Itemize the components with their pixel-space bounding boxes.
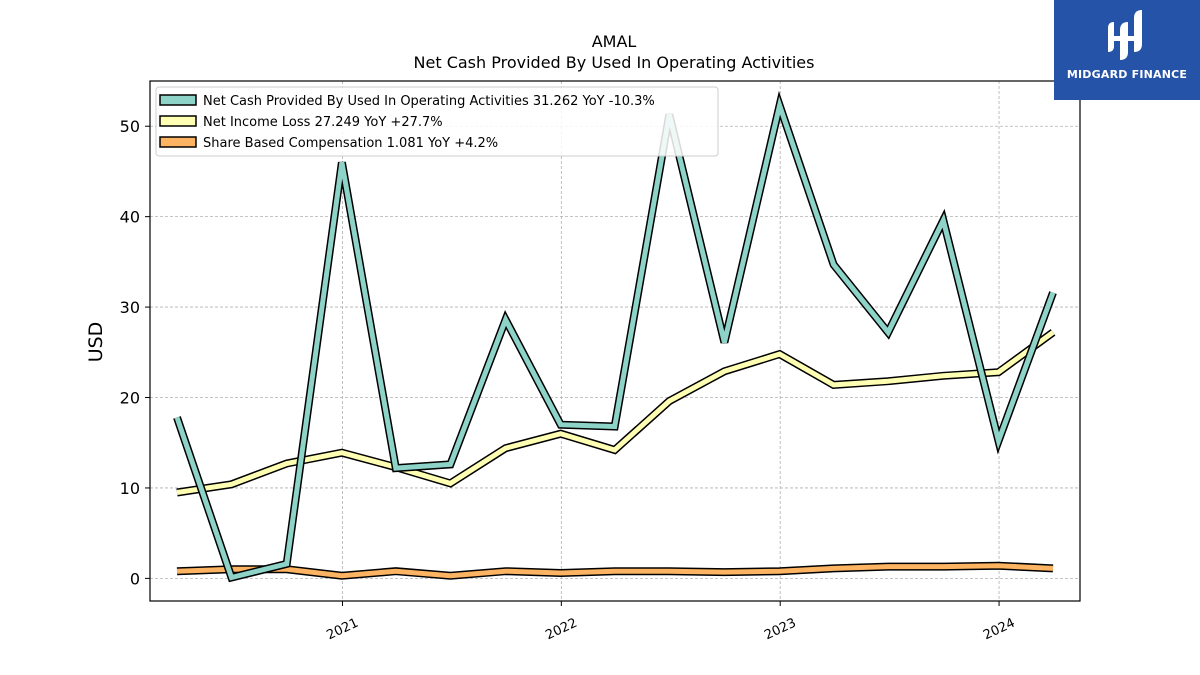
chart-title: AMAL — [592, 32, 637, 51]
logo-text: MIDGARD FINANCE — [1066, 68, 1188, 81]
y-tick-label: 40 — [120, 208, 140, 227]
y-axis-label: USD — [85, 322, 107, 363]
x-tick-label: 2022 — [543, 616, 579, 644]
y-tick-label: 30 — [120, 298, 140, 317]
chart-subtitle: Net Cash Provided By Used In Operating A… — [414, 53, 815, 72]
series-line — [174, 96, 1056, 581]
legend: Net Cash Provided By Used In Operating A… — [155, 86, 719, 157]
legend-label: Share Based Compensation 1.081 YoY +4.2% — [203, 136, 498, 151]
x-tick-label: 2021 — [325, 616, 361, 644]
y-tick-label: 0 — [130, 569, 140, 588]
logo-mark-icon — [1108, 10, 1142, 60]
series-1 — [176, 329, 1056, 497]
x-tick-label: 2024 — [981, 616, 1017, 644]
series-2 — [176, 561, 1054, 580]
series-line — [176, 330, 1055, 495]
x-tick-label: 2023 — [762, 616, 798, 644]
series-line — [176, 563, 1054, 579]
series-layer — [173, 90, 1057, 583]
series-0 — [173, 90, 1057, 583]
y-tick-label: 50 — [120, 117, 140, 136]
y-tick-label: 10 — [120, 479, 140, 498]
legend-label: Net Cash Provided By Used In Operating A… — [203, 94, 655, 109]
plot-frame — [149, 80, 1081, 602]
legend-box — [155, 86, 719, 157]
legend-swatch — [159, 136, 197, 148]
legend-swatch — [159, 94, 197, 106]
brand-logo: MIDGARD FINANCE — [1054, 0, 1200, 100]
legend-swatch — [159, 115, 197, 127]
legend-label: Net Income Loss 27.249 YoY +27.7% — [203, 115, 443, 130]
series-line-outline — [173, 90, 1057, 583]
y-tick-label: 20 — [120, 389, 140, 408]
